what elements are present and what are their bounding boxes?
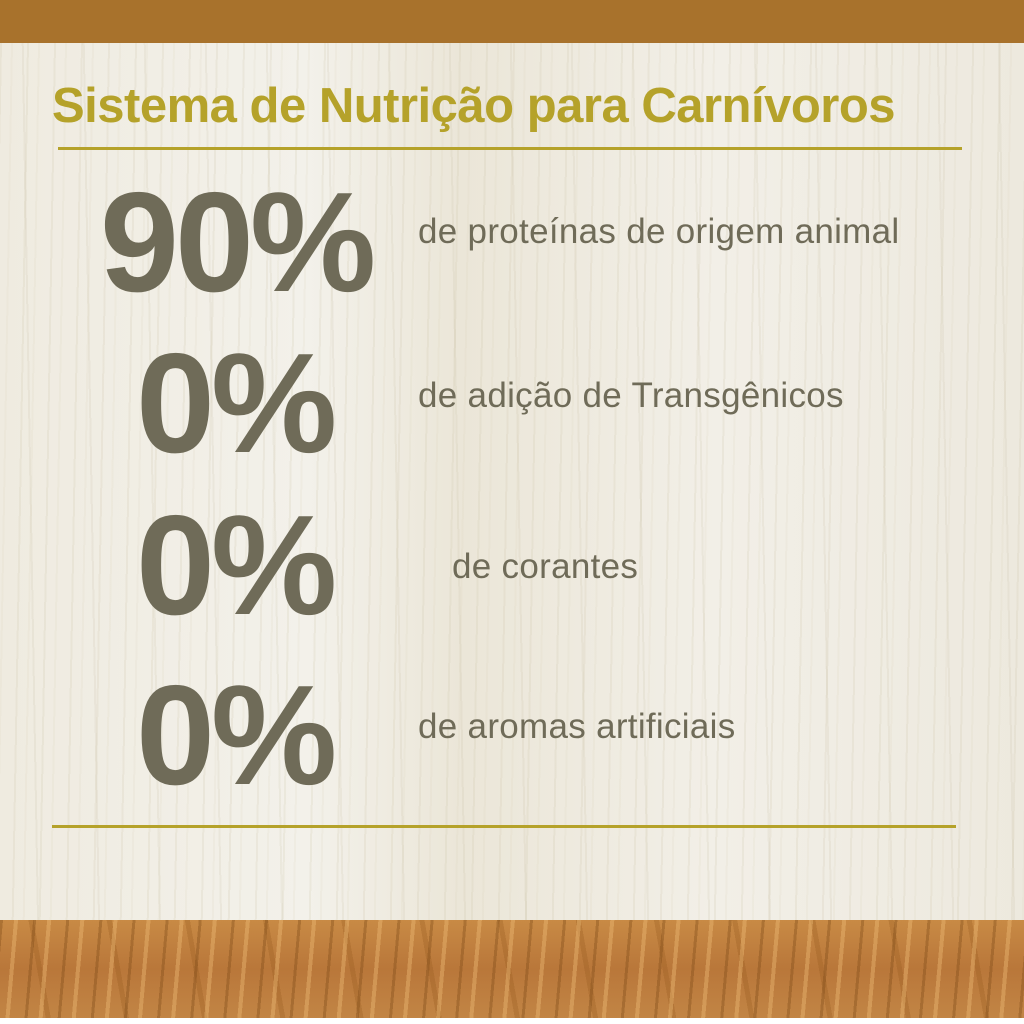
wheat-image (0, 920, 1024, 1018)
stat-label-colorants: de corantes (452, 547, 639, 586)
stat-label-transgenics: de adição de Transgênicos (418, 376, 844, 415)
wood-background (0, 43, 1024, 920)
stat-label-protein: de proteínas de origem animal (418, 212, 900, 251)
stat-value-colorants: 0% (136, 486, 337, 645)
title-divider (58, 147, 962, 150)
top-bar (0, 0, 1024, 43)
stat-label-aromas: de aromas artificiais (418, 707, 736, 746)
page-title: Sistema de Nutrição para Carnívoros (52, 79, 896, 133)
stat-value-aromas: 0% (136, 656, 337, 815)
stat-value-transgenics: 0% (136, 324, 337, 483)
stat-value-protein: 90% (100, 163, 376, 322)
bottom-divider (52, 825, 956, 828)
